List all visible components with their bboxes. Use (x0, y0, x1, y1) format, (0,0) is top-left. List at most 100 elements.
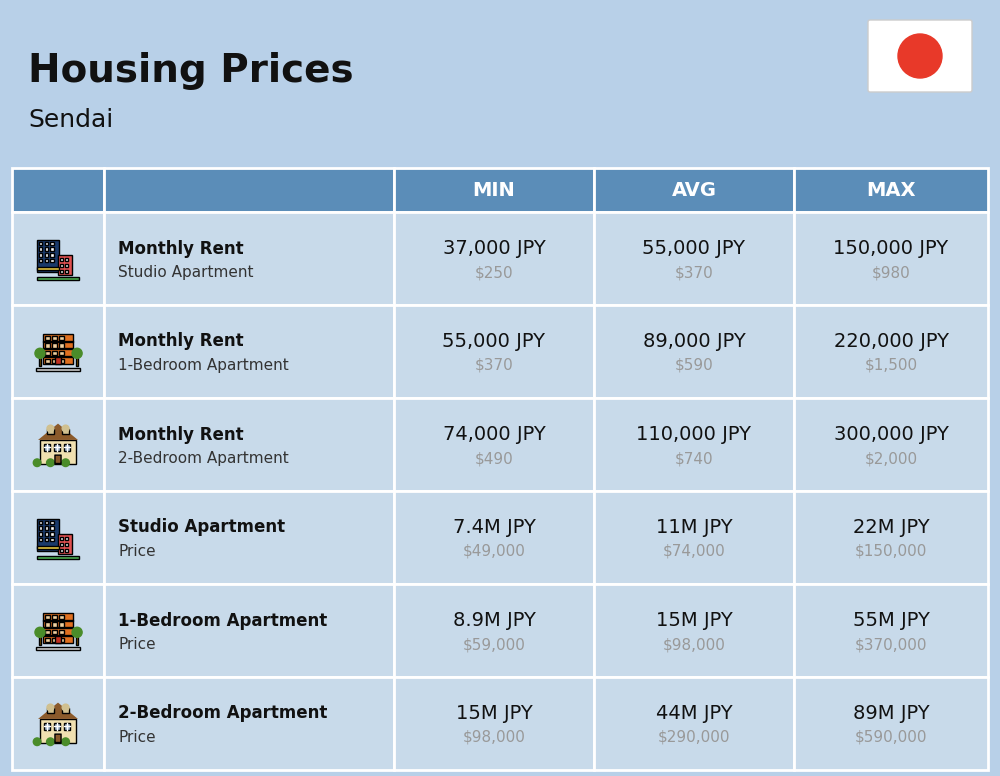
FancyBboxPatch shape (59, 343, 64, 348)
FancyBboxPatch shape (45, 359, 50, 363)
Text: 1-Bedroom Apartment: 1-Bedroom Apartment (118, 358, 289, 373)
Polygon shape (38, 702, 78, 719)
Circle shape (72, 627, 82, 637)
FancyBboxPatch shape (394, 305, 594, 398)
FancyBboxPatch shape (52, 638, 57, 642)
Text: 8.9M JPY: 8.9M JPY (453, 611, 535, 630)
Circle shape (47, 425, 54, 432)
FancyBboxPatch shape (12, 584, 104, 677)
FancyBboxPatch shape (43, 356, 73, 357)
Polygon shape (38, 424, 78, 440)
FancyBboxPatch shape (37, 546, 59, 549)
FancyBboxPatch shape (36, 368, 80, 371)
Text: $590: $590 (675, 358, 713, 373)
Text: Monthly Rent: Monthly Rent (118, 425, 244, 444)
FancyBboxPatch shape (45, 622, 50, 627)
FancyBboxPatch shape (794, 168, 988, 212)
FancyBboxPatch shape (50, 253, 54, 257)
Text: Price: Price (118, 730, 156, 745)
FancyBboxPatch shape (45, 248, 48, 251)
FancyBboxPatch shape (794, 677, 988, 770)
FancyBboxPatch shape (55, 357, 61, 364)
Text: 110,000 JPY: 110,000 JPY (637, 425, 752, 444)
FancyBboxPatch shape (60, 543, 63, 546)
FancyBboxPatch shape (47, 708, 54, 713)
Circle shape (62, 704, 69, 711)
Circle shape (33, 459, 41, 466)
FancyBboxPatch shape (37, 556, 79, 559)
FancyBboxPatch shape (12, 398, 104, 491)
FancyBboxPatch shape (52, 615, 57, 619)
FancyBboxPatch shape (39, 538, 42, 542)
FancyBboxPatch shape (52, 336, 57, 340)
FancyBboxPatch shape (50, 532, 54, 535)
FancyBboxPatch shape (59, 630, 64, 634)
FancyBboxPatch shape (65, 537, 68, 540)
FancyBboxPatch shape (39, 355, 41, 366)
Text: 55,000 JPY: 55,000 JPY (442, 332, 546, 351)
Text: 7.4M JPY: 7.4M JPY (453, 518, 535, 537)
FancyBboxPatch shape (394, 491, 594, 584)
Text: 74,000 JPY: 74,000 JPY (443, 425, 545, 444)
FancyBboxPatch shape (62, 708, 69, 713)
FancyBboxPatch shape (45, 521, 48, 525)
Text: 15M JPY: 15M JPY (456, 704, 532, 723)
Text: 150,000 JPY: 150,000 JPY (833, 239, 949, 258)
Text: 89,000 JPY: 89,000 JPY (643, 332, 745, 351)
FancyBboxPatch shape (594, 212, 794, 305)
Circle shape (62, 738, 69, 746)
Text: 89M JPY: 89M JPY (853, 704, 929, 723)
FancyBboxPatch shape (50, 526, 54, 530)
Text: $1,500: $1,500 (864, 358, 918, 373)
FancyBboxPatch shape (39, 253, 42, 257)
Text: 55M JPY: 55M JPY (853, 611, 929, 630)
FancyBboxPatch shape (37, 518, 59, 551)
FancyBboxPatch shape (394, 168, 594, 212)
FancyBboxPatch shape (104, 168, 394, 212)
Circle shape (47, 704, 54, 711)
FancyBboxPatch shape (40, 719, 76, 743)
FancyBboxPatch shape (594, 584, 794, 677)
FancyBboxPatch shape (50, 521, 54, 525)
FancyBboxPatch shape (52, 630, 57, 634)
FancyBboxPatch shape (39, 634, 41, 645)
FancyBboxPatch shape (45, 259, 48, 262)
FancyBboxPatch shape (43, 627, 73, 629)
Text: 37,000 JPY: 37,000 JPY (443, 239, 545, 258)
FancyBboxPatch shape (45, 336, 50, 340)
FancyBboxPatch shape (794, 584, 988, 677)
Text: 44M JPY: 44M JPY (656, 704, 732, 723)
FancyBboxPatch shape (104, 491, 394, 584)
FancyBboxPatch shape (794, 398, 988, 491)
Circle shape (47, 459, 54, 466)
Text: $740: $740 (675, 451, 713, 466)
FancyBboxPatch shape (64, 722, 70, 729)
FancyBboxPatch shape (60, 537, 63, 540)
FancyBboxPatch shape (43, 635, 73, 636)
Text: $98,000: $98,000 (663, 637, 725, 652)
Text: $980: $980 (872, 265, 910, 280)
FancyBboxPatch shape (55, 636, 61, 643)
FancyBboxPatch shape (65, 270, 68, 273)
FancyBboxPatch shape (59, 359, 64, 363)
FancyBboxPatch shape (60, 258, 63, 262)
FancyBboxPatch shape (54, 444, 60, 451)
FancyBboxPatch shape (37, 240, 59, 272)
Text: AVG: AVG (672, 181, 716, 199)
Text: Housing Prices: Housing Prices (28, 52, 354, 90)
FancyBboxPatch shape (40, 440, 76, 463)
FancyBboxPatch shape (60, 264, 63, 267)
FancyBboxPatch shape (52, 359, 57, 363)
Text: Price: Price (118, 544, 156, 559)
Text: $98,000: $98,000 (463, 730, 525, 745)
Text: 22M JPY: 22M JPY (853, 518, 929, 537)
Text: 55,000 JPY: 55,000 JPY (642, 239, 746, 258)
FancyBboxPatch shape (64, 444, 70, 451)
FancyBboxPatch shape (594, 168, 794, 212)
Text: $370: $370 (675, 265, 713, 280)
Text: $49,000: $49,000 (463, 544, 525, 559)
FancyBboxPatch shape (43, 612, 73, 643)
Text: $150,000: $150,000 (855, 544, 927, 559)
FancyBboxPatch shape (45, 526, 48, 530)
FancyBboxPatch shape (104, 398, 394, 491)
